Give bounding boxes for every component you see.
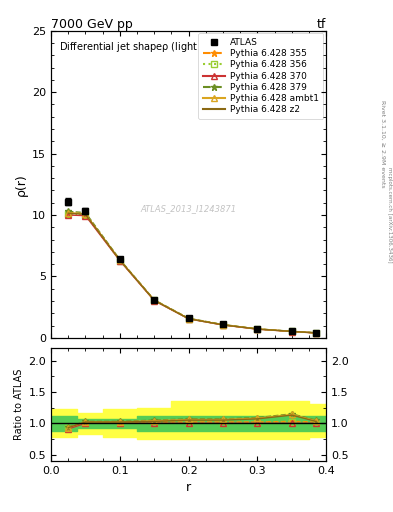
Y-axis label: Ratio to ATLAS: Ratio to ATLAS [14, 369, 24, 440]
Legend: ATLAS, Pythia 6.428 355, Pythia 6.428 356, Pythia 6.428 370, Pythia 6.428 379, P: ATLAS, Pythia 6.428 355, Pythia 6.428 35… [198, 33, 323, 119]
Y-axis label: ρ(r): ρ(r) [15, 173, 28, 196]
Text: Rivet 3.1.10, ≥ 2.9M events: Rivet 3.1.10, ≥ 2.9M events [381, 99, 386, 187]
Text: tf: tf [317, 18, 326, 31]
X-axis label: r: r [186, 481, 191, 494]
Text: 7000 GeV pp: 7000 GeV pp [51, 18, 133, 31]
Text: mcplots.cern.ch [arXiv:1306.3436]: mcplots.cern.ch [arXiv:1306.3436] [387, 167, 391, 263]
Text: ATLAS_2013_I1243871: ATLAS_2013_I1243871 [141, 204, 237, 214]
Text: Differential jet shapeρ (light jets, p$_T$>50, |η| < 2.5): Differential jet shapeρ (light jets, p$_… [59, 40, 309, 54]
